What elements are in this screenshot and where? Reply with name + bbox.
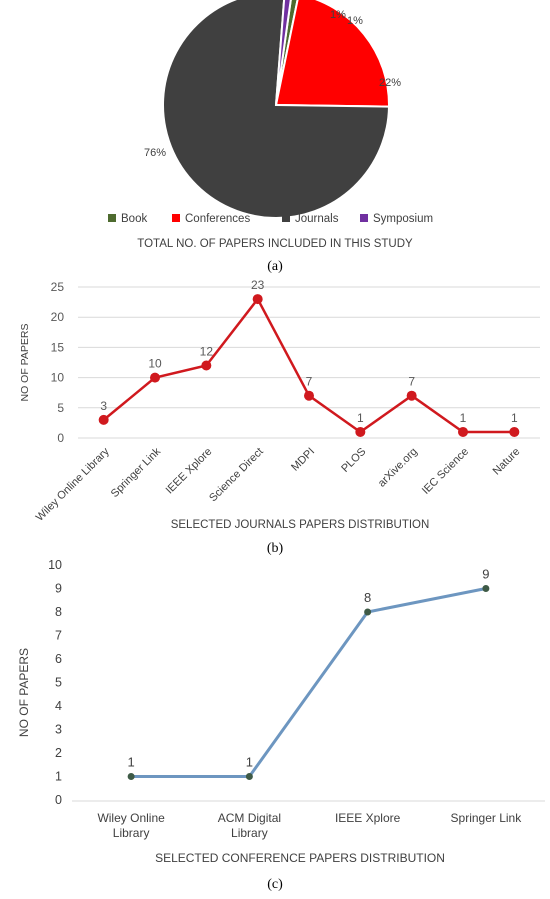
- x-tick-label: PLOS: [339, 446, 368, 475]
- data-label: 10: [148, 357, 162, 371]
- data-label: 3: [100, 399, 107, 413]
- data-point: [509, 426, 520, 437]
- y-tick-label: 15: [51, 340, 65, 354]
- data-point: [364, 608, 372, 616]
- data-label: 8: [364, 590, 371, 605]
- data-point: [252, 294, 263, 305]
- x-tick-label: Nature: [491, 446, 523, 478]
- y-tick-label: 1: [55, 770, 62, 784]
- pie-chart-panel-a: 1% 1% 22% 76%: [144, 0, 401, 219]
- series-line: [102, 296, 515, 434]
- x-tick-label: Wiley Online Library: [97, 811, 165, 840]
- data-label: 7: [306, 375, 313, 389]
- panel-label-b: (b): [267, 541, 284, 556]
- y-tick-label: 3: [55, 723, 62, 737]
- pie-label-conferences: 22%: [379, 77, 401, 89]
- data-label: 1: [357, 411, 364, 425]
- pie-label-symposium: 1%: [330, 9, 346, 21]
- data-label: 1: [246, 755, 253, 770]
- x-tick-label: IEEE Xplore: [335, 811, 401, 825]
- y-tick-label: 4: [55, 699, 62, 713]
- x-tick-label: Springer Link: [451, 811, 523, 825]
- y-tick-label: 5: [57, 401, 64, 415]
- pie-label-book: 1%: [347, 15, 363, 27]
- legend-swatch-conferences: [172, 214, 180, 222]
- panel-label-a: (a): [267, 259, 283, 274]
- data-point: [406, 390, 417, 401]
- data-label: 1: [128, 755, 135, 770]
- series-line: [131, 587, 487, 778]
- data-point: [458, 426, 468, 437]
- x-tick-label: Science Direct: [207, 446, 266, 505]
- y-tick-label: 10: [48, 558, 62, 572]
- y-tick-label: 8: [55, 605, 62, 619]
- data-label: 9: [482, 567, 489, 582]
- y-tick-label: 2: [55, 746, 62, 760]
- line-chart-panel-c: 0 1 2 3 4 5 6 7 8 9 10 NO OF PAPERS 1 1 8 9 Wiley Online…: [17, 558, 545, 840]
- y-tick-label: 7: [55, 629, 62, 643]
- pie-slice-symposium: [275, 0, 292, 106]
- pie-xlabel: TOTAL NO. OF PAPERS INCLUDED IN THIS STU…: [137, 238, 413, 250]
- y-tick-label: 9: [55, 582, 62, 596]
- data-label: 1: [460, 411, 467, 425]
- legend-label-book: Book: [121, 213, 147, 225]
- y-tick-label: 25: [51, 280, 65, 294]
- data-label: 23: [251, 278, 265, 292]
- x-tick-label: Springer Link: [109, 445, 164, 500]
- legend-label-conferences: Conferences: [185, 213, 250, 225]
- y-axis-label: NO OF PAPERS: [19, 324, 31, 402]
- data-point: [98, 414, 109, 425]
- data-point: [482, 585, 490, 592]
- legend-swatch-journals: [282, 214, 290, 222]
- data-label: 1: [511, 411, 518, 425]
- data-point: [150, 372, 160, 383]
- x-tick-label: Wiley Online Library: [34, 445, 112, 523]
- x-tick-label: arXive.org: [376, 446, 420, 490]
- legend-label-journals: Journals: [295, 213, 339, 225]
- legend-swatch-symposium: [360, 214, 368, 222]
- data-point: [127, 773, 135, 780]
- line-chart-panel-b: 0 5 10 15 20 25 NO OF PAPERS 3 10 12 23 7 1 7 1 1 Wiley …: [19, 278, 540, 524]
- journals-xlabel: SELECTED JOURNALS PAPERS DISTRIBUTION: [171, 519, 430, 531]
- y-tick-label: 5: [55, 676, 62, 690]
- data-label: 12: [200, 345, 214, 359]
- y-tick-label: 10: [51, 371, 65, 385]
- data-point: [245, 773, 253, 780]
- data-point: [201, 360, 212, 371]
- y-tick-label: 0: [57, 431, 64, 445]
- pie-slice-conferences: [274, 0, 390, 108]
- conference-xlabel: SELECTED CONFERENCE PAPERS DISTRIBUTION: [155, 851, 445, 865]
- data-point: [304, 390, 314, 401]
- x-tick-label: MDPI: [289, 446, 317, 474]
- y-tick-label: 6: [55, 652, 62, 666]
- y-tick-label: 0: [55, 793, 62, 807]
- legend-swatch-book: [108, 214, 116, 222]
- data-label: 7: [408, 375, 415, 389]
- panel-label-c: (c): [267, 877, 283, 892]
- x-tick-label: IEC Science: [420, 446, 471, 497]
- pie-legend: Book Conferences Journals Symposium: [108, 213, 433, 225]
- y-tick-label: 20: [51, 310, 65, 324]
- x-tick-label: ACM Digital Library: [218, 811, 281, 840]
- data-point: [355, 426, 366, 437]
- legend-label-symposium: Symposium: [373, 213, 433, 225]
- pie-label-journals: 76%: [144, 147, 166, 159]
- y-axis-label: NO OF PAPERS: [17, 648, 31, 737]
- pie-slice-journals: [162, 0, 391, 219]
- x-tick-label: IEEE Xplore: [164, 446, 215, 497]
